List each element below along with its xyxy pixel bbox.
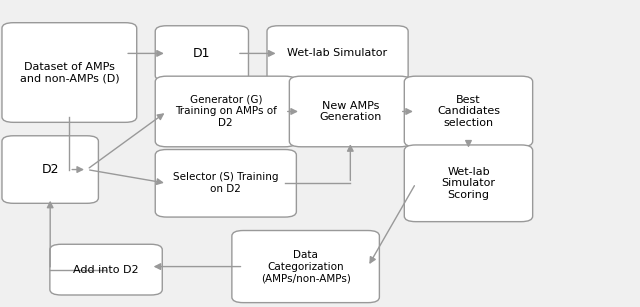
- FancyBboxPatch shape: [267, 26, 408, 81]
- Text: Best
Candidates
selection: Best Candidates selection: [437, 95, 500, 128]
- FancyBboxPatch shape: [289, 76, 412, 147]
- Text: Data
Categorization
(AMPs/non-AMPs): Data Categorization (AMPs/non-AMPs): [260, 250, 351, 283]
- FancyBboxPatch shape: [404, 76, 532, 147]
- Text: Generator (G)
Training on AMPs of
D2: Generator (G) Training on AMPs of D2: [175, 95, 276, 128]
- FancyBboxPatch shape: [156, 26, 248, 81]
- FancyBboxPatch shape: [2, 136, 99, 203]
- FancyBboxPatch shape: [50, 244, 163, 295]
- Text: Selector (S) Training
on D2: Selector (S) Training on D2: [173, 173, 278, 194]
- Text: D2: D2: [42, 163, 59, 176]
- Text: New AMPs
Generation: New AMPs Generation: [319, 101, 381, 122]
- Text: Add into D2: Add into D2: [73, 265, 139, 275]
- FancyBboxPatch shape: [156, 150, 296, 217]
- Text: Wet-lab Simulator: Wet-lab Simulator: [287, 49, 388, 58]
- FancyBboxPatch shape: [156, 76, 296, 147]
- Text: D1: D1: [193, 47, 211, 60]
- Text: Wet-lab
Simulator
Scoring: Wet-lab Simulator Scoring: [442, 167, 495, 200]
- FancyBboxPatch shape: [232, 231, 380, 303]
- FancyBboxPatch shape: [404, 145, 532, 222]
- FancyBboxPatch shape: [2, 23, 137, 122]
- Text: Dataset of AMPs
and non-AMPs (D): Dataset of AMPs and non-AMPs (D): [20, 62, 119, 83]
